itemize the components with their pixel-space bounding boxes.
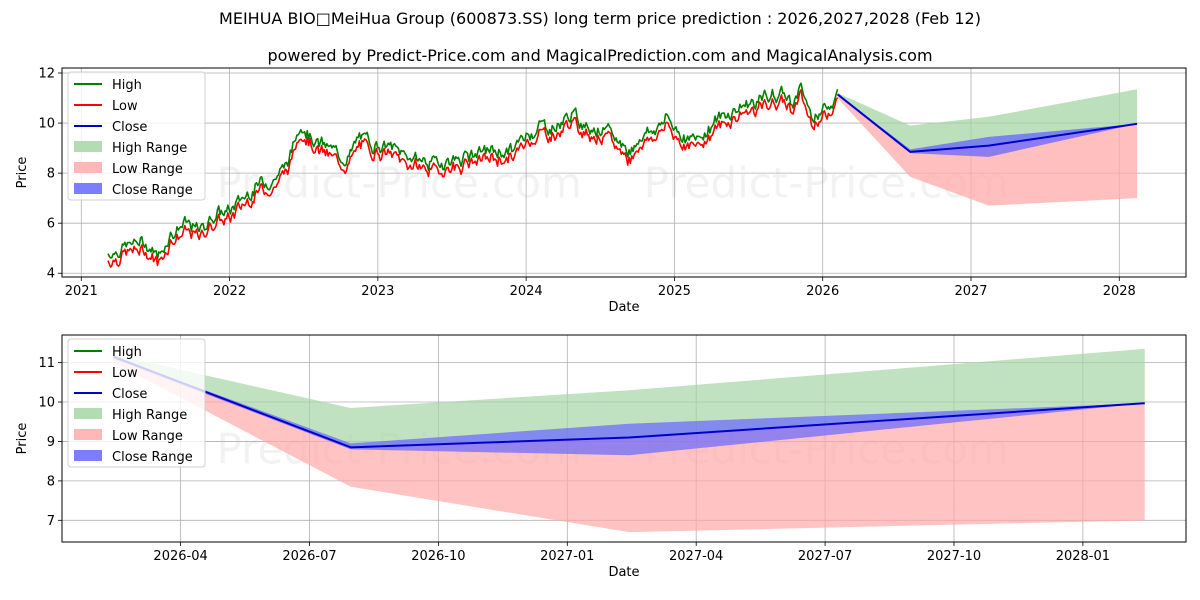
watermark-text: Predict-Price.com xyxy=(217,159,582,208)
plot-frame xyxy=(61,334,1187,543)
x-tick-label: 2021 xyxy=(65,284,98,299)
y-tick-label: 9 xyxy=(47,435,55,450)
legend-label: Close xyxy=(112,120,147,135)
y-tick-label: 12 xyxy=(38,67,55,82)
y-tick-label: 8 xyxy=(47,474,55,489)
x-tick-label: 2027-10 xyxy=(927,549,981,564)
high-range-area xyxy=(113,348,1145,448)
y-tick-label: 11 xyxy=(38,356,55,371)
legend-label: Close Range xyxy=(112,183,193,198)
legend-box xyxy=(67,71,206,201)
high-line xyxy=(107,82,839,260)
x-tick-label: 2023 xyxy=(361,284,394,299)
x-axis-label: Date xyxy=(608,300,639,315)
close-line xyxy=(836,93,1138,153)
x-tick-label: 2027-01 xyxy=(540,549,594,564)
x-tick-label: 2026 xyxy=(806,284,839,299)
plot-frame xyxy=(61,67,1187,278)
legend-swatch xyxy=(74,183,102,194)
x-axis-label: Date xyxy=(608,565,639,580)
y-tick-label: 10 xyxy=(38,396,55,411)
x-tick-label: 2026-10 xyxy=(411,549,465,564)
legend-label: Close xyxy=(112,387,147,402)
close-range-area xyxy=(113,356,1145,456)
y-axis-label: Price xyxy=(15,157,30,189)
y-tick-label: 10 xyxy=(38,117,55,132)
x-tick-label: 2027 xyxy=(954,284,987,299)
x-tick-label: 2022 xyxy=(213,284,246,299)
y-tick-label: 6 xyxy=(47,217,55,232)
high-range-area xyxy=(837,89,1138,152)
x-tick-label: 2028-01 xyxy=(1056,549,1110,564)
legend-label: Low Range xyxy=(112,429,183,444)
legend-label: High xyxy=(112,345,142,360)
close-line xyxy=(113,355,1145,449)
legend-label: Low xyxy=(112,99,138,114)
x-tick-label: 2027-07 xyxy=(798,549,852,564)
chart-title: MEIHUA BIO□MeiHua Group (600873.SS) long… xyxy=(219,9,981,28)
y-tick-label: 7 xyxy=(47,514,55,529)
legend-label: High Range xyxy=(112,408,187,423)
low-line xyxy=(107,89,839,268)
legend-swatch xyxy=(74,162,102,173)
legend-label: High Range xyxy=(112,141,187,156)
x-tick-label: 2028 xyxy=(1103,284,1136,299)
legend-label: Low xyxy=(112,366,138,381)
y-axis-label: Price xyxy=(15,423,30,455)
legend-swatch xyxy=(74,141,102,152)
legend-label: Close Range xyxy=(112,450,193,465)
legend-swatch xyxy=(74,450,102,461)
legend-label: High xyxy=(112,78,142,93)
x-tick-label: 2027-04 xyxy=(669,549,723,564)
x-tick-label: 2025 xyxy=(658,284,691,299)
legend-swatch xyxy=(74,429,102,440)
y-tick-label: 4 xyxy=(47,267,55,282)
legend-box xyxy=(67,338,206,468)
x-tick-label: 2024 xyxy=(510,284,543,299)
legend-label: Low Range xyxy=(112,162,183,177)
x-tick-label: 2026-04 xyxy=(153,549,207,564)
close-range-area xyxy=(837,94,1138,157)
chart-subtitle: powered by Predict-Price.com and Magical… xyxy=(267,46,933,65)
legend-swatch xyxy=(74,408,102,419)
bottom-panel: Predict-Price.comPredict-Price.com2026-0… xyxy=(15,334,1187,580)
y-tick-label: 8 xyxy=(47,167,55,182)
x-tick-label: 2026-07 xyxy=(282,549,336,564)
